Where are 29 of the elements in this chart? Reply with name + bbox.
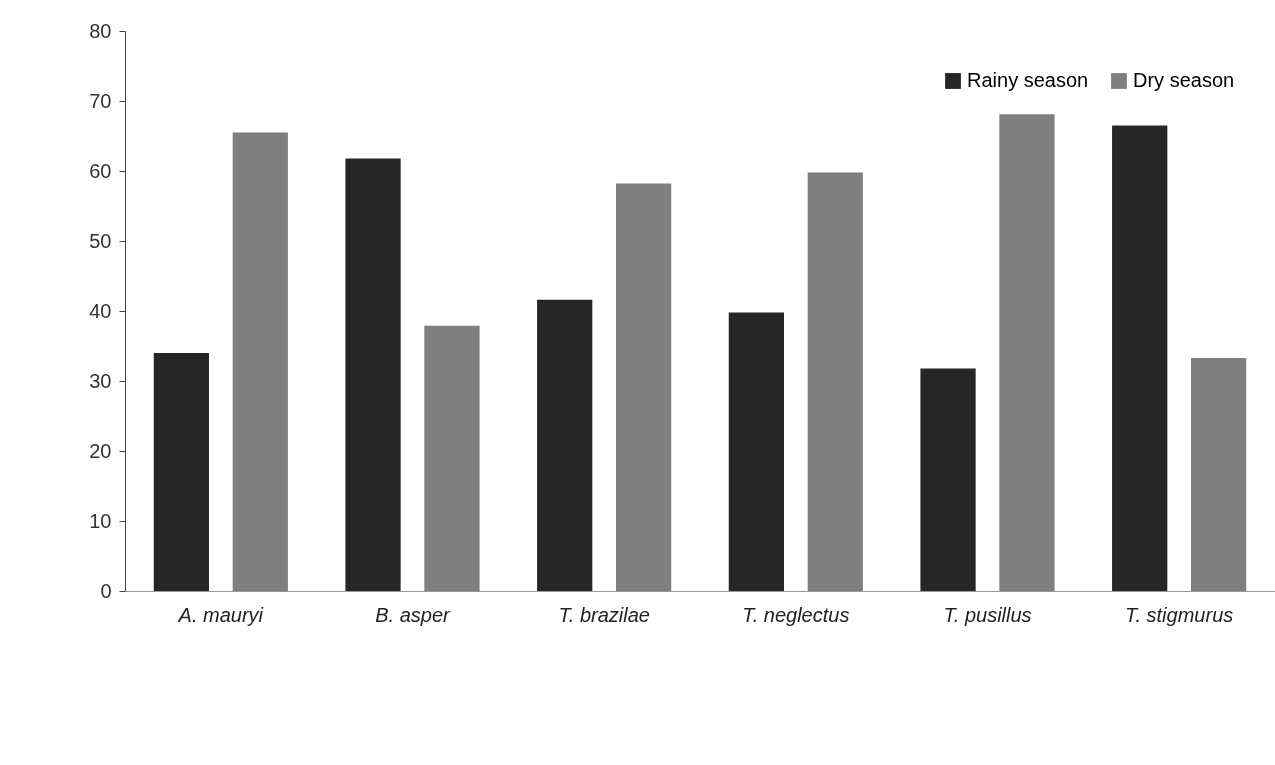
y-tick-label: 10	[89, 509, 112, 532]
legend-label: Rainy season	[967, 69, 1089, 91]
y-tick-label: 40	[89, 299, 112, 322]
y-tick-label: 20	[89, 439, 112, 462]
bar	[153, 353, 209, 591]
legend-label: Dry season	[1133, 69, 1235, 91]
bar	[616, 183, 672, 591]
x-tick-label: A. mauryi	[177, 603, 264, 626]
x-tick-label: T. neglectus	[742, 603, 850, 626]
bar	[424, 325, 480, 591]
bar	[1191, 357, 1247, 591]
bar	[728, 312, 784, 591]
y-tick-label: 80	[89, 19, 112, 42]
bar	[232, 132, 288, 591]
x-tick-label: B. asper	[375, 603, 452, 626]
x-tick-label: T. brazilae	[558, 603, 650, 626]
y-tick-label: 50	[89, 229, 112, 252]
y-tick-label: 70	[89, 89, 112, 112]
bar	[807, 172, 863, 591]
y-tick-label: 0	[100, 579, 112, 602]
bar	[999, 114, 1055, 591]
y-tick-label: 60	[89, 159, 112, 182]
x-tick-label: T. pusillus	[943, 603, 1032, 626]
y-tick-label: 30	[89, 369, 112, 392]
bar	[537, 299, 593, 591]
bar	[1112, 125, 1168, 591]
bar	[345, 158, 401, 591]
bar	[920, 368, 976, 591]
x-tick-label: T. stigmurus	[1125, 603, 1234, 626]
